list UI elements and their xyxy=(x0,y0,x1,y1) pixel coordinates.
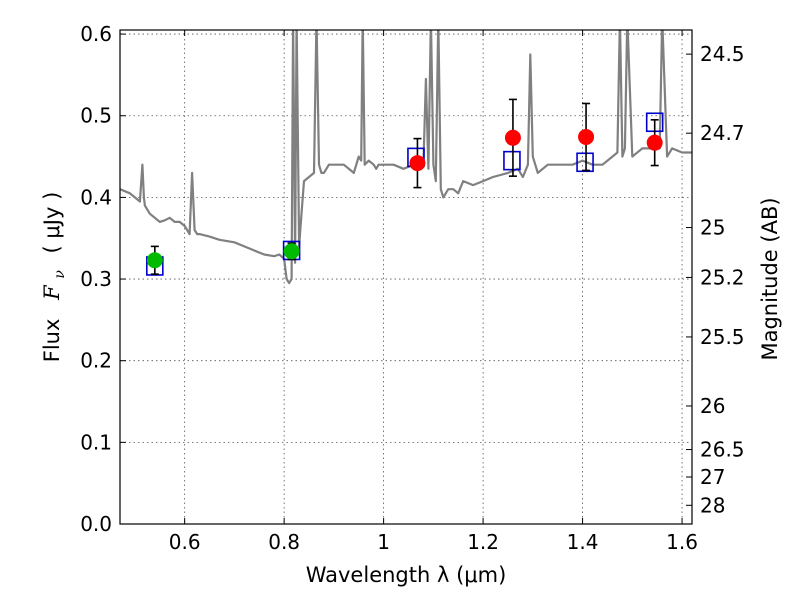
x-tick-label: 1 xyxy=(377,530,390,554)
y-tick-label: 0.5 xyxy=(80,104,112,128)
y-axis-title-units: ( μJy ) xyxy=(40,192,64,254)
x-tick-label: 0.8 xyxy=(268,530,300,554)
hst-point xyxy=(504,129,521,146)
mag-tick-label: 26.5 xyxy=(700,438,745,462)
hst-point xyxy=(646,134,663,151)
y-tick-label: 0.1 xyxy=(80,430,112,454)
ground-point xyxy=(146,252,163,269)
x-tick-label: 0.6 xyxy=(169,530,201,554)
y-tick-label: 0.4 xyxy=(80,185,112,209)
mag-tick-label: 26 xyxy=(700,394,725,418)
mag-tick-label: 24.7 xyxy=(700,121,745,145)
y-tick-label: 0.3 xyxy=(80,267,112,291)
spectrum-layer xyxy=(120,30,692,285)
y-axis-title-subscript: ν xyxy=(52,270,68,279)
ground-point xyxy=(283,243,300,260)
hst-point xyxy=(409,155,426,172)
y-tick-label: 0.2 xyxy=(80,349,112,373)
y-axis-title: Flux F ν ( μJy ) xyxy=(40,192,69,363)
y2-axis-title: Magnitude (AB) xyxy=(758,197,782,360)
model-flux-box xyxy=(503,150,521,171)
grid-lines xyxy=(120,30,692,524)
mag-tick-label: 27 xyxy=(700,465,725,489)
x-tick-label: 1.6 xyxy=(666,530,698,554)
x-tick-label: 1.2 xyxy=(467,530,499,554)
mag-tick-label: 25.5 xyxy=(700,325,745,349)
y-axis-title-symbol: F xyxy=(40,284,64,301)
y-axis-title-plain: Flux xyxy=(40,319,64,363)
mag-tick-label: 28 xyxy=(700,493,725,517)
plot-frame xyxy=(119,29,693,525)
spectrum-line xyxy=(120,30,692,285)
hst-point xyxy=(578,128,595,145)
mag-tick-label: 24.5 xyxy=(700,42,745,66)
svg-text:Flux F ν ( μ: Flux F ν ( μJy ) xyxy=(40,192,69,363)
model-flux-box xyxy=(576,152,594,173)
y-tick-label: 0.6 xyxy=(80,22,112,46)
x-tick-label: 1.4 xyxy=(567,530,599,554)
mag-tick-label: 25.2 xyxy=(700,265,745,289)
axis-ticks: 0.6 0.8 1 1.2 1.4 1.6 0.0 0.1 0.2 0.3 0.4 0.5 0.6 24.… xyxy=(80,22,744,554)
points-layer xyxy=(146,98,664,276)
mag-tick-label: 25 xyxy=(700,216,725,240)
y-tick-label: 0.0 xyxy=(80,512,112,536)
x-axis-title: Wavelength λ (μm) xyxy=(306,563,507,587)
